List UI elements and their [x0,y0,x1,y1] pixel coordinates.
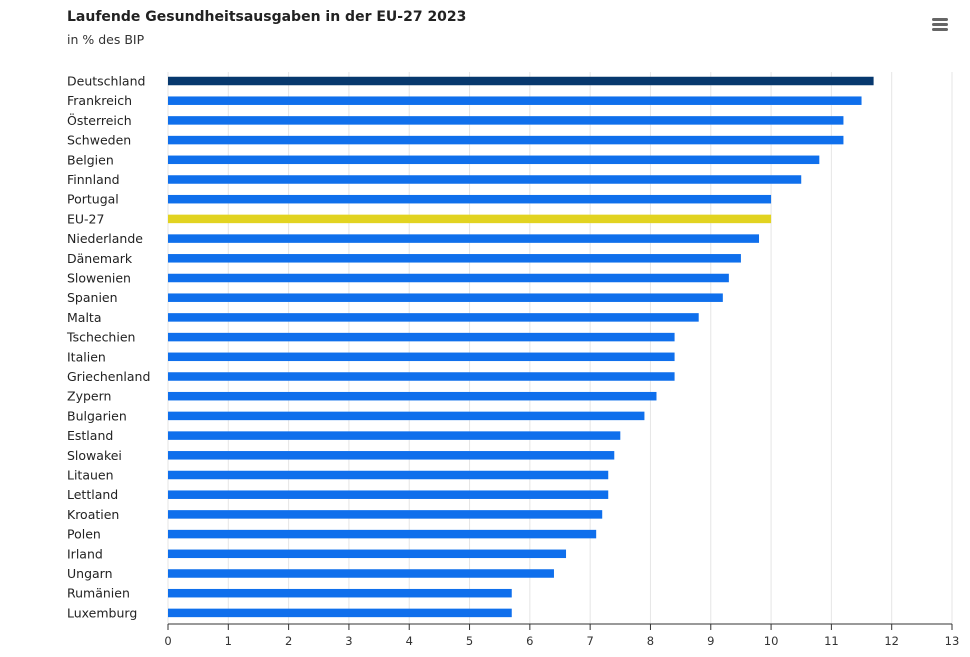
x-tick-label: 3 [345,634,352,648]
bar-niederlande[interactable] [168,234,760,243]
bar-eu-27[interactable] [168,214,772,224]
bar-schweden[interactable] [168,135,844,145]
category-label: Ungarn [67,566,113,581]
bar-tschechien[interactable] [168,332,675,342]
bar-belgien[interactable] [168,155,820,165]
bar-italien[interactable] [168,352,675,362]
bar-luxemburg[interactable] [168,608,512,618]
bar-ungarn[interactable] [168,569,554,578]
category-label: Irland [67,546,103,561]
category-label: Portugal [67,192,119,207]
x-tick-label: 12 [884,634,899,648]
bar-litauen[interactable] [168,470,609,480]
bar-spanien[interactable] [168,293,723,302]
x-tick-label: 6 [526,634,533,648]
bar-irland[interactable] [168,549,567,559]
category-label: Litauen [67,468,114,483]
category-label: Slowenien [67,271,131,286]
bar-lettland[interactable] [168,490,609,499]
bar-kroatien[interactable] [168,510,603,519]
category-label: Slowakei [67,448,122,463]
x-tick-label: 8 [647,634,654,648]
category-labels: Deutschland Frankreich Österreich Schweden B… [66,74,150,621]
category-label: Kroatien [67,507,119,522]
bar-polen[interactable] [168,529,597,539]
category-label: Schweden [67,133,131,148]
category-label: Lettland [67,487,118,502]
bars [168,76,874,618]
category-label: Tschechien [66,330,135,345]
x-axis: 0 1 2 3 4 5 6 7 8 9 10 11 12 13 [164,623,960,648]
category-label: Italien [67,349,106,364]
category-label: Polen [67,527,101,542]
bar-zypern[interactable] [168,391,657,401]
hamburger-menu-icon[interactable] [928,12,952,36]
bar-estland[interactable] [168,431,621,440]
bar-malta[interactable] [168,313,699,322]
category-label: Bulgarien [67,408,127,423]
x-tick-label: 0 [164,634,171,648]
menu-line-icon [932,23,948,26]
grid-lines [167,72,953,624]
x-tick-label: 7 [586,634,593,648]
category-label: Belgien [67,152,114,167]
category-label: Estland [67,428,113,443]
x-tick-label: 11 [824,634,839,648]
menu-line-icon [932,18,948,21]
x-tick-label: 5 [466,634,473,648]
category-label: Luxemburg [67,605,137,620]
category-label: EU-27 [67,211,104,226]
category-label: Frankreich [67,93,132,108]
bar-dänemark[interactable] [168,254,741,263]
category-label: Spanien [67,290,118,305]
bar-frankreich[interactable] [168,96,862,105]
category-label: Deutschland [67,74,145,89]
bar-deutschland[interactable] [168,76,874,86]
category-label: Finnland [67,172,120,187]
x-tick-label: 2 [285,634,292,648]
x-tick-label: 13 [945,634,960,648]
bar-bulgarien[interactable] [168,411,645,421]
category-label: Malta [67,310,101,325]
category-label: Niederlande [67,231,143,246]
chart-subtitle: in % des BIP [67,32,145,47]
chart-title: Laufende Gesundheitsausgaben in der EU-2… [67,9,467,25]
bar-rumänien[interactable] [168,588,512,598]
bar-slowakei[interactable] [168,451,615,460]
bar-portugal[interactable] [168,194,772,204]
x-tick-label: 9 [707,634,714,648]
category-label: Österreich [67,112,132,128]
x-tick-label: 10 [764,634,779,648]
x-tick-label: 1 [225,634,232,648]
bar-slowenien[interactable] [168,273,729,283]
category-label: Rumänien [67,586,130,601]
category-label: Griechenland [67,369,150,384]
bar-österreich[interactable] [168,116,844,125]
category-label: Dänemark [67,251,133,266]
bar-griechenland[interactable] [168,372,675,381]
category-label: Zypern [67,389,111,404]
menu-line-icon [932,28,948,31]
x-tick-label: 4 [406,634,413,648]
bar-finnland[interactable] [168,175,802,184]
